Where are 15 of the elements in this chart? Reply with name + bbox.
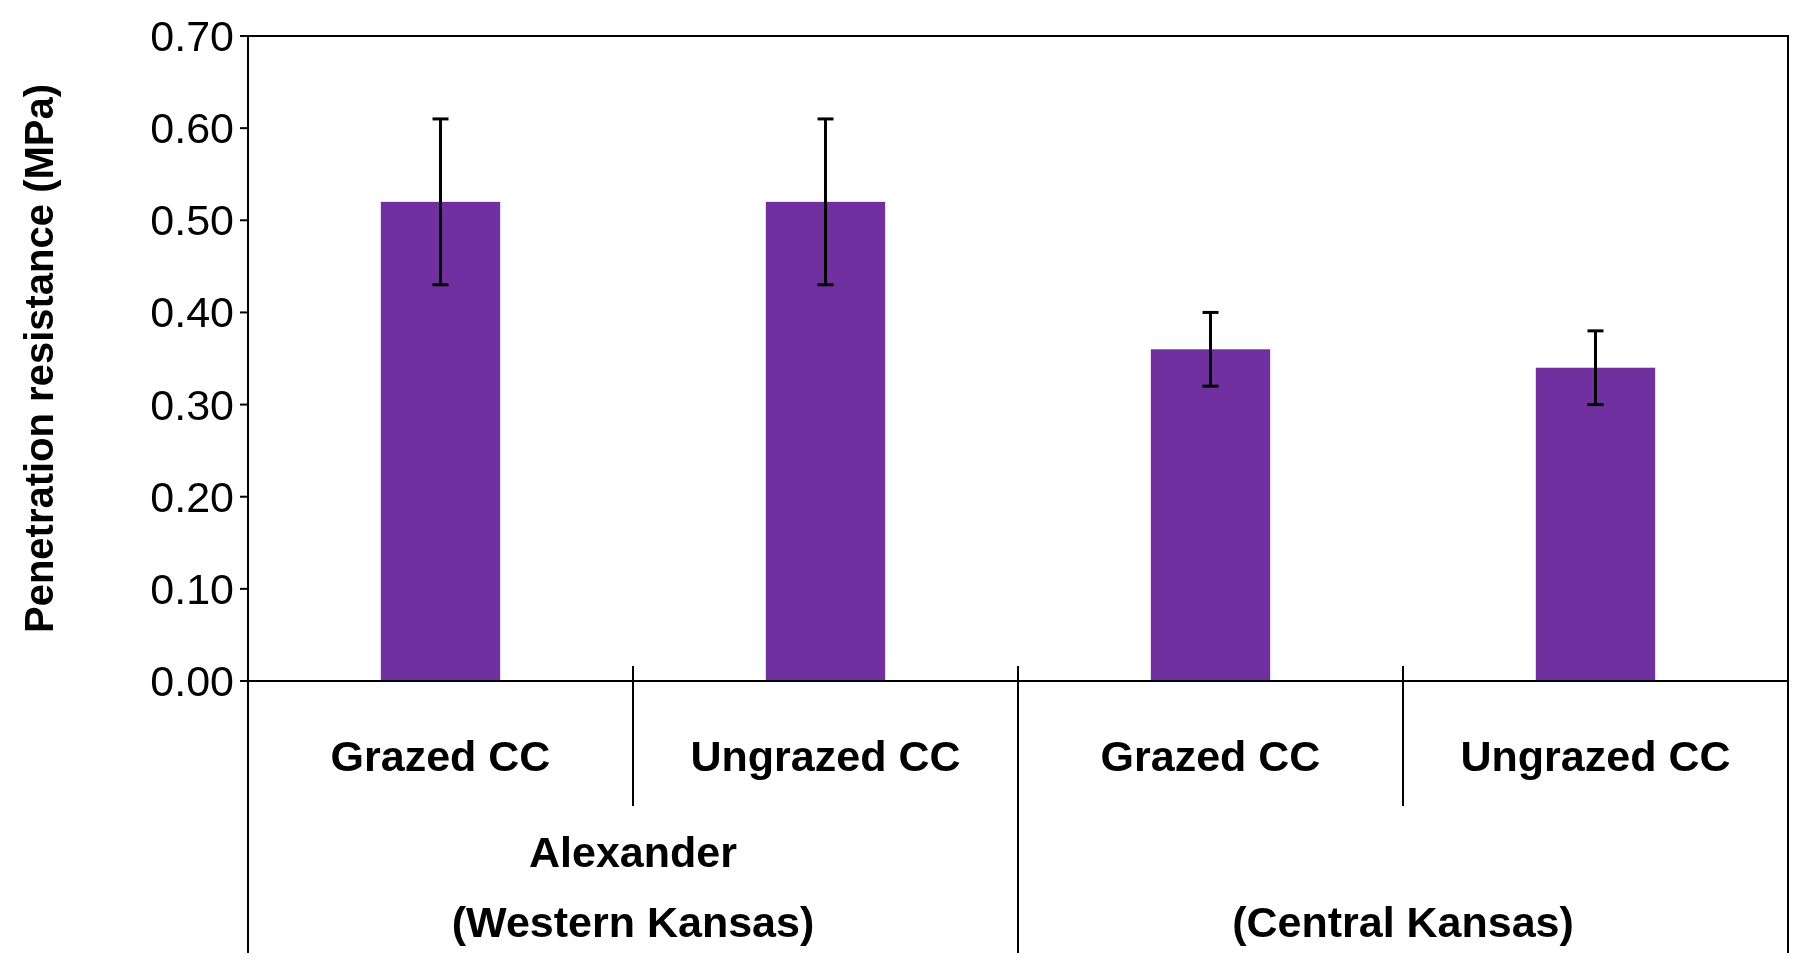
y-tick-label: 0.60	[150, 104, 234, 153]
x-tick-label: Grazed CC	[330, 732, 551, 781]
y-tick-label: 0.20	[150, 472, 234, 521]
text: (Central Kansas)	[1232, 898, 1574, 946]
y-tick-label: 0.10	[150, 564, 234, 613]
y-tick-label: 0.70	[150, 12, 234, 61]
x-tick-label: Grazed CC	[1100, 732, 1321, 781]
y-axis-title: Penetration resistance (MPa)	[17, 83, 61, 634]
x-tick-label: Ungrazed CC	[1460, 732, 1731, 781]
text: Alexander (Western Kansas)	[451, 828, 815, 946]
x-tick-label: Ungrazed CC	[690, 732, 961, 781]
y-tick-label: 0.00	[150, 657, 234, 706]
y-tick-label: 0.50	[150, 196, 234, 245]
y-tick-label: 0.30	[150, 380, 234, 429]
y-tick-label: 0.40	[150, 288, 234, 337]
